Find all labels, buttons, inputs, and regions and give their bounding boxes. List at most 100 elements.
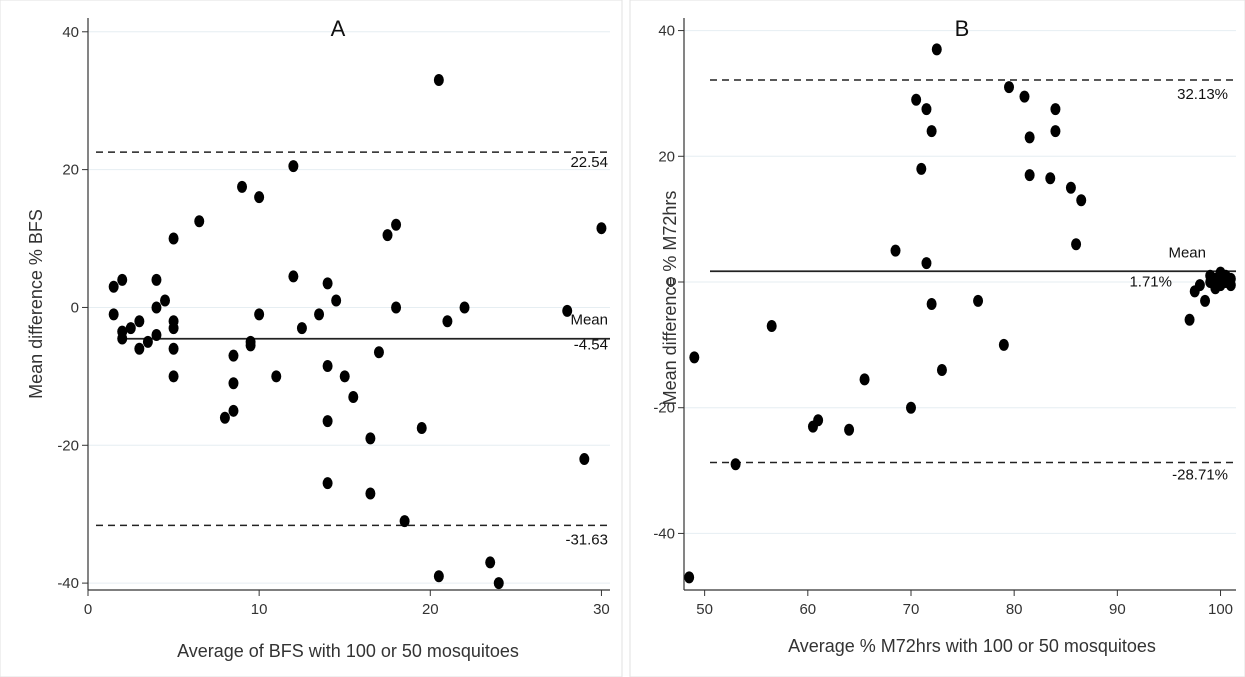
mean-label: Mean: [1168, 244, 1206, 261]
data-point: [339, 370, 350, 383]
y-tick-label: 40: [658, 23, 675, 40]
data-point: [1065, 181, 1076, 194]
data-point: [391, 218, 402, 231]
data-point: [1024, 131, 1035, 144]
data-point: [689, 351, 700, 364]
data-point: [322, 415, 333, 428]
data-point: [399, 515, 410, 528]
data-point: [921, 257, 932, 270]
data-point: [348, 391, 359, 404]
data-point: [1071, 238, 1082, 251]
data-point: [314, 308, 325, 321]
y-axis-title: Mean difference % M72hrs: [660, 191, 680, 406]
data-point: [890, 244, 901, 257]
data-point: [433, 74, 444, 87]
data-point: [331, 294, 342, 307]
data-point: [905, 401, 916, 414]
data-point: [493, 577, 504, 590]
y-tick-label: -20: [653, 400, 675, 417]
y-tick-label: -20: [57, 437, 79, 454]
data-point: [288, 270, 299, 283]
data-point: [391, 301, 402, 314]
mean-value-label: 1.71%: [1129, 273, 1172, 290]
data-point: [1019, 90, 1030, 103]
panel-b: -40 -20 0 20 40 50 60 70 80 90 100 32.13% Mean 1.71% -…: [653, 16, 1236, 656]
data-point: [219, 411, 230, 424]
lower-limit-label: -28.71%: [1172, 466, 1228, 483]
x-tick-label: 30: [593, 601, 610, 618]
data-point: [911, 93, 922, 106]
y-tick-label: -40: [653, 525, 675, 542]
data-point: [973, 294, 984, 307]
panel-title: A: [331, 16, 346, 41]
x-tick-label: 50: [696, 601, 713, 618]
data-point: [1184, 313, 1195, 326]
data-point: [931, 43, 942, 56]
data-point: [442, 315, 453, 328]
data-point: [1200, 294, 1211, 307]
panel-a: -40 -20 0 20 40 0 10 20 30 22.54 Mean -4.54 -31.63 A A…: [26, 16, 610, 661]
x-tick-label: 0: [84, 601, 92, 618]
data-point: [936, 364, 947, 376]
data-point: [1194, 279, 1205, 292]
data-point: [142, 335, 153, 348]
data-point: [245, 339, 256, 352]
data-point: [926, 125, 937, 138]
x-axis-title: Average of BFS with 100 or 50 mosquitoes: [177, 641, 519, 661]
data-point: [1024, 169, 1035, 182]
y-tick-label: 40: [62, 24, 79, 41]
data-point: [322, 360, 333, 373]
data-point: [1225, 272, 1236, 285]
y-tick-label: 0: [71, 299, 79, 316]
x-axis-title: Average % M72hrs with 100 or 50 mosquito…: [788, 636, 1156, 656]
panel-title: B: [955, 16, 970, 41]
panel-b-frame: [629, 0, 1245, 677]
data-point: [766, 320, 777, 332]
data-point: [108, 280, 119, 293]
data-point: [296, 322, 307, 335]
data-point: [1004, 81, 1015, 94]
data-point: [844, 423, 855, 436]
y-tick-label: 20: [62, 162, 79, 179]
data-point: [1050, 125, 1061, 138]
data-point: [373, 346, 384, 359]
data-point: [160, 294, 171, 307]
data-point: [365, 432, 376, 445]
y-tick-label: 20: [658, 148, 675, 165]
data-point: [459, 301, 470, 314]
data-point: [684, 571, 695, 584]
data-point: [916, 162, 927, 175]
data-point: [151, 301, 162, 314]
data-point: [254, 308, 265, 321]
x-tick-label: 10: [251, 601, 268, 618]
data-point: [228, 377, 239, 390]
data-point: [134, 315, 145, 328]
data-point: [926, 298, 937, 310]
data-point: [117, 332, 128, 345]
data-point: [168, 232, 179, 245]
data-point: [579, 453, 590, 466]
x-tick-label: 20: [422, 601, 439, 618]
data-point: [151, 329, 162, 342]
y-tick-label: 0: [667, 274, 675, 291]
data-point: [254, 191, 265, 204]
data-point: [322, 277, 333, 290]
lower-limit-label: -31.63: [565, 531, 608, 548]
data-point: [108, 308, 119, 321]
upper-limit-label: 22.54: [570, 154, 608, 171]
x-tick-label: 80: [1006, 601, 1023, 618]
data-point: [382, 229, 393, 242]
data-point: [596, 222, 607, 235]
x-tick-label: 90: [1109, 601, 1126, 618]
data-point: [322, 477, 333, 490]
data-point: [813, 414, 824, 427]
y-axis-title: Mean difference % BFS: [26, 209, 46, 399]
data-point: [1076, 194, 1087, 207]
data-point: [228, 404, 239, 417]
data-point: [1050, 103, 1061, 116]
data-point: [288, 160, 299, 173]
x-tick-label: 60: [799, 601, 816, 618]
data-point: [365, 487, 376, 500]
data-point: [859, 373, 870, 386]
data-point: [194, 215, 205, 228]
